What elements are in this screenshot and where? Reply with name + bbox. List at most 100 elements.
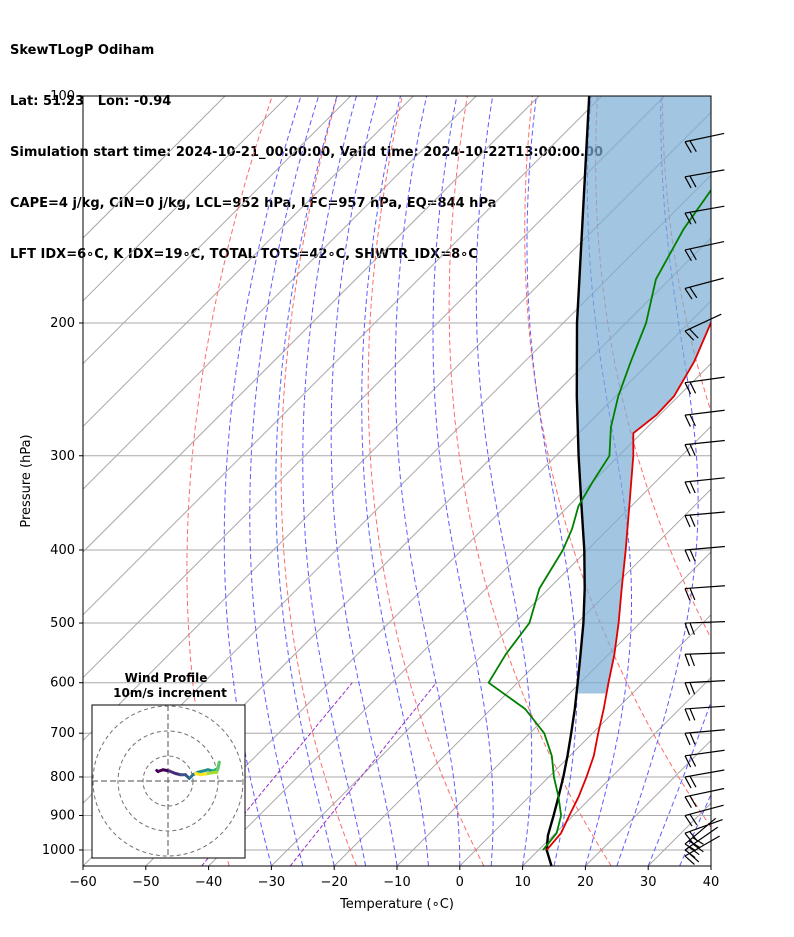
wind-barb: [684, 132, 725, 153]
x-tick-label: −50: [132, 875, 159, 890]
moist-adiabat: [302, 96, 367, 866]
wind-barb: [684, 835, 720, 865]
x-tick-label: 20: [577, 875, 594, 890]
y-tick-label: 1000: [42, 843, 75, 858]
moist-adiabat: [361, 96, 429, 866]
wind-barb: [684, 205, 725, 225]
isotherm: [459, 614, 711, 866]
x-tick-label: −30: [258, 875, 285, 890]
dry-adiabat: [186, 96, 273, 866]
isotherm: [83, 96, 226, 239]
moist-adiabat: [475, 96, 533, 866]
wind-barb: [684, 749, 725, 768]
x-axis-label: Temperature (∘C): [339, 897, 454, 912]
dewpoint-line: [487, 188, 711, 851]
dry-adiabat: [727, 96, 794, 866]
dry-adiabat: [367, 96, 485, 866]
x-tick-label: 30: [640, 875, 657, 890]
x-tick-label: 0: [456, 875, 464, 890]
y-tick-label: 300: [50, 449, 75, 464]
moist-adiabat: [275, 96, 338, 866]
wind-barb: [684, 769, 725, 789]
isotherm: [83, 96, 665, 679]
isotherm: [333, 488, 711, 866]
wind-barb: [684, 804, 724, 827]
y-tick-label: 800: [50, 770, 75, 785]
wind-barb: [684, 729, 725, 746]
x-tick-label: 10: [514, 875, 531, 890]
wind-barb: [684, 313, 722, 341]
isotherm: [83, 96, 477, 490]
inset-subtitle: 10m/s increment: [113, 686, 227, 700]
moist-adiabat: [394, 96, 461, 866]
isotherm: [774, 96, 794, 866]
inset-title: Wind Profile: [125, 671, 208, 685]
moist-adiabat: [616, 96, 699, 866]
wind-barb: [684, 705, 725, 721]
isotherm: [145, 300, 711, 866]
chart-header: SkewTLogP Odiham Lat: 51.23 Lon: -0.94 S…: [10, 8, 603, 280]
dry-adiabat: [280, 96, 357, 866]
x-tick-label: −20: [320, 875, 347, 890]
isotherm: [83, 96, 289, 302]
moist-adiabat: [647, 700, 711, 866]
isotherm: [83, 96, 540, 553]
indices-line-1: CAPE=4 j/kg, CIN=0 j/kg, LCL=952 hPa, LF…: [10, 196, 497, 211]
y-axis-label: Pressure (hPa): [19, 434, 34, 527]
simulation-time-line: Simulation start time: 2024-10-21_00:00:…: [10, 145, 603, 160]
cape-shading: [576, 96, 711, 694]
isotherm: [522, 676, 711, 866]
y-tick-label: 500: [50, 616, 75, 631]
wind-barb: [684, 680, 725, 695]
wind-barb: [684, 241, 725, 262]
profiles: [487, 96, 711, 866]
dry-adiabat: [661, 96, 711, 414]
isotherm: [83, 96, 414, 428]
moist-adiabat: [249, 96, 320, 866]
location-line: Lat: 51.23 Lon: -0.94: [10, 94, 172, 109]
axes: −60 −50 −40 −30 −20 −10 0 10 20 30 40 100 200 300 400 5…: [42, 89, 719, 890]
wind-barb: [684, 585, 725, 601]
wind-barbs: [684, 132, 725, 865]
moist-adiabat: [526, 96, 578, 866]
x-tick-label: 40: [703, 875, 720, 890]
x-tick-label: −40: [195, 875, 222, 890]
dry-adiabat: [448, 96, 612, 866]
y-tick-label: 600: [50, 676, 75, 691]
wind-barb: [684, 545, 725, 562]
mixing-ratio-line: [289, 682, 437, 866]
y-tick-label: 400: [50, 543, 75, 558]
parcel-line: [545, 96, 591, 866]
isotherm: [271, 425, 711, 866]
wind-barb: [684, 787, 725, 809]
wind-barb: [684, 621, 725, 636]
y-tick-label: 900: [50, 809, 75, 824]
moist-adiabat: [679, 793, 711, 866]
moist-adiabat: [330, 96, 398, 866]
wind-barb: [684, 818, 723, 844]
wind-barb: [684, 169, 725, 189]
y-tick-label: 200: [50, 316, 75, 331]
temperature-line: [546, 320, 711, 851]
x-tick-label: −10: [383, 875, 410, 890]
y-tick-label: 100: [50, 89, 75, 104]
wind-barb: [684, 409, 725, 427]
wind-barb: [684, 277, 724, 300]
moist-adiabat: [432, 96, 494, 866]
hodograph-segment: [194, 772, 202, 777]
isotherm: [396, 551, 711, 866]
wind-barb: [684, 376, 725, 395]
wind-barb: [684, 439, 725, 457]
wind-barb: [684, 477, 725, 494]
isotherm: [83, 96, 351, 365]
y-tick-label: 700: [50, 726, 75, 741]
x-tick-label: −60: [69, 875, 96, 890]
chart-title: SkewTLogP Odiham: [10, 43, 155, 58]
wind-barb: [684, 511, 725, 528]
cape-area: [576, 96, 711, 694]
wind-profile-inset: Wind Profile 10m/s increment: [91, 671, 246, 859]
wind-barb: [684, 652, 725, 667]
isotherm: [83, 96, 603, 616]
moist-adiabat: [223, 96, 302, 866]
